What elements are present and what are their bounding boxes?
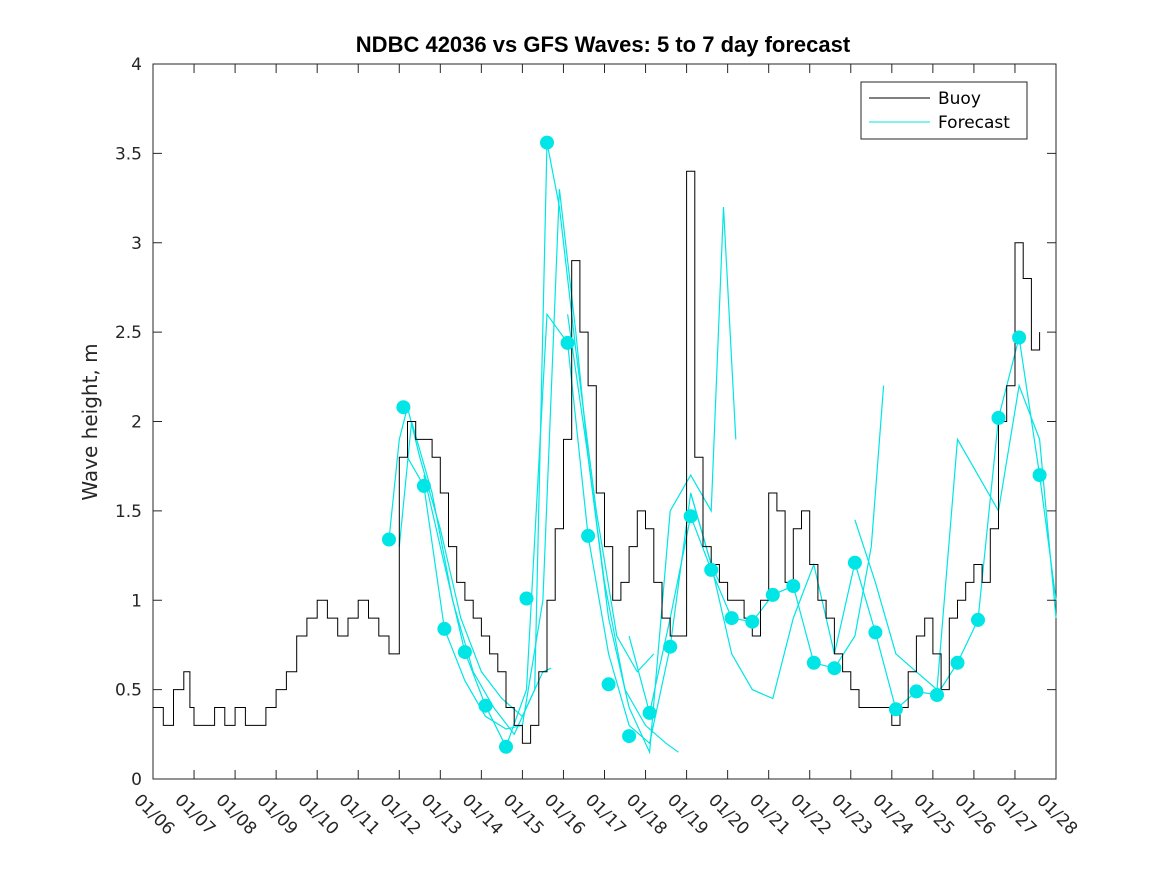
forecast-marker xyxy=(396,400,411,415)
legend-forecast-label: Forecast xyxy=(938,113,1010,133)
forecast-marker xyxy=(642,705,657,720)
y-tick-label: 1 xyxy=(131,591,142,611)
forecast-marker xyxy=(663,639,678,654)
forecast-marker xyxy=(683,509,698,524)
plot-area xyxy=(152,63,1057,780)
y-tick-label: 3.5 xyxy=(115,144,142,164)
forecast-marker xyxy=(868,625,883,640)
legend: Buoy Forecast xyxy=(860,81,1028,140)
forecast-trace-6 xyxy=(628,385,885,714)
y-tick-label: 3 xyxy=(131,234,142,254)
chart-title: NDBC 42036 vs GFS Waves: 5 to 7 day fore… xyxy=(356,32,851,57)
forecast-marker xyxy=(704,562,719,577)
forecast-marker xyxy=(1032,468,1047,483)
y-tick-label: 2 xyxy=(131,413,142,433)
forecast-marker xyxy=(1012,330,1027,345)
forecast-marker xyxy=(847,555,862,570)
forecast-trace-3 xyxy=(406,189,679,753)
forecast-marker xyxy=(745,614,760,629)
forecast-marker xyxy=(540,135,554,150)
forecast-marker xyxy=(971,612,985,627)
forecast-marker xyxy=(382,532,396,547)
forecast-marker xyxy=(724,611,739,626)
buoy-series-line xyxy=(153,170,1041,744)
forecast-marker xyxy=(765,587,780,602)
forecast-marker xyxy=(950,655,965,670)
y-tick-label: 1.5 xyxy=(115,502,142,522)
forecast-marker xyxy=(930,688,944,702)
forecast-marker xyxy=(622,729,637,744)
legend-buoy-label: Buoy xyxy=(938,89,981,109)
forecast-marker xyxy=(888,702,903,717)
forecast-trace-8 xyxy=(854,383,1057,691)
forecast-marker xyxy=(499,739,513,754)
y-tick-label: 0 xyxy=(131,770,142,790)
forecast-marker xyxy=(416,478,431,493)
forecast-marker xyxy=(560,335,575,350)
forecast-marker xyxy=(991,410,1006,425)
y-tick-label: 2.5 xyxy=(115,323,142,343)
forecast-trace-2 xyxy=(398,142,655,736)
y-tick-label: 0.5 xyxy=(115,681,142,701)
y-tick-label: 4 xyxy=(131,55,142,75)
forecast-marker xyxy=(827,661,842,676)
forecast-marker xyxy=(519,591,534,606)
forecast-marker xyxy=(478,698,493,713)
forecast-marker xyxy=(581,528,596,543)
legend-box xyxy=(860,81,1028,140)
forecast-marker xyxy=(909,684,924,699)
forecast-marker xyxy=(457,645,472,660)
forecast-marker xyxy=(601,677,616,692)
series-layer xyxy=(153,135,1057,755)
forecast-trace-5 xyxy=(567,206,737,755)
forecast-marker xyxy=(437,621,452,636)
forecast-marker xyxy=(806,655,821,670)
forecast-marker xyxy=(786,579,801,593)
y-axis-label: Wave height, m xyxy=(78,343,102,500)
